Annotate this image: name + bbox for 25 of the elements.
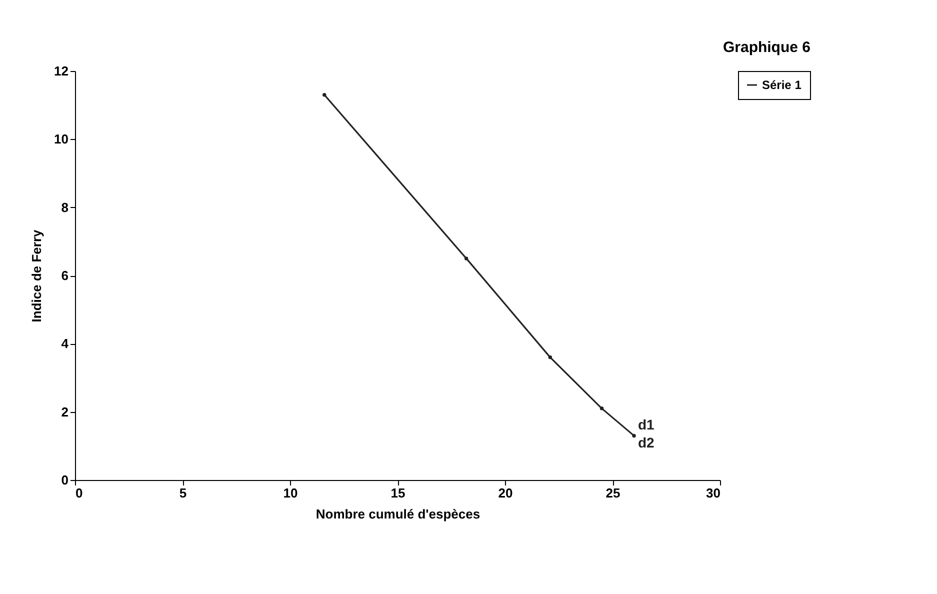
annotation: d2 (638, 434, 655, 451)
annotation: d1 (638, 416, 655, 433)
y-tick-label: 10 (54, 132, 68, 147)
point (548, 355, 552, 360)
x-tick-label: 25 (606, 486, 620, 500)
x-tick-label: 15 (390, 486, 406, 500)
point (322, 92, 326, 97)
point (600, 406, 604, 410)
text: Graphique 6 (722, 39, 810, 56)
y-tick-label: 2 (61, 404, 68, 420)
y-tick-label: 4 (61, 336, 70, 352)
y-tick-label: 8 (61, 200, 68, 215)
point (464, 256, 468, 260)
x-tick-label: 20 (498, 486, 513, 500)
legend-label: Série 1 (762, 78, 802, 92)
y-tick-label: 6 (61, 268, 68, 283)
x-tick-label: 30 (706, 486, 720, 500)
point (632, 434, 636, 438)
y-tick-label: 12 (54, 64, 68, 78)
x-tick-label: 0 (76, 486, 83, 500)
x-tick-label: 5 (179, 486, 187, 500)
x-tick-label: 10 (283, 486, 298, 500)
y-tick-label: 0 (61, 472, 68, 488)
x-axis-title: Nombre cumulé d'espèces (316, 506, 480, 522)
y-axis-title: Indice de Ferry (29, 228, 44, 322)
